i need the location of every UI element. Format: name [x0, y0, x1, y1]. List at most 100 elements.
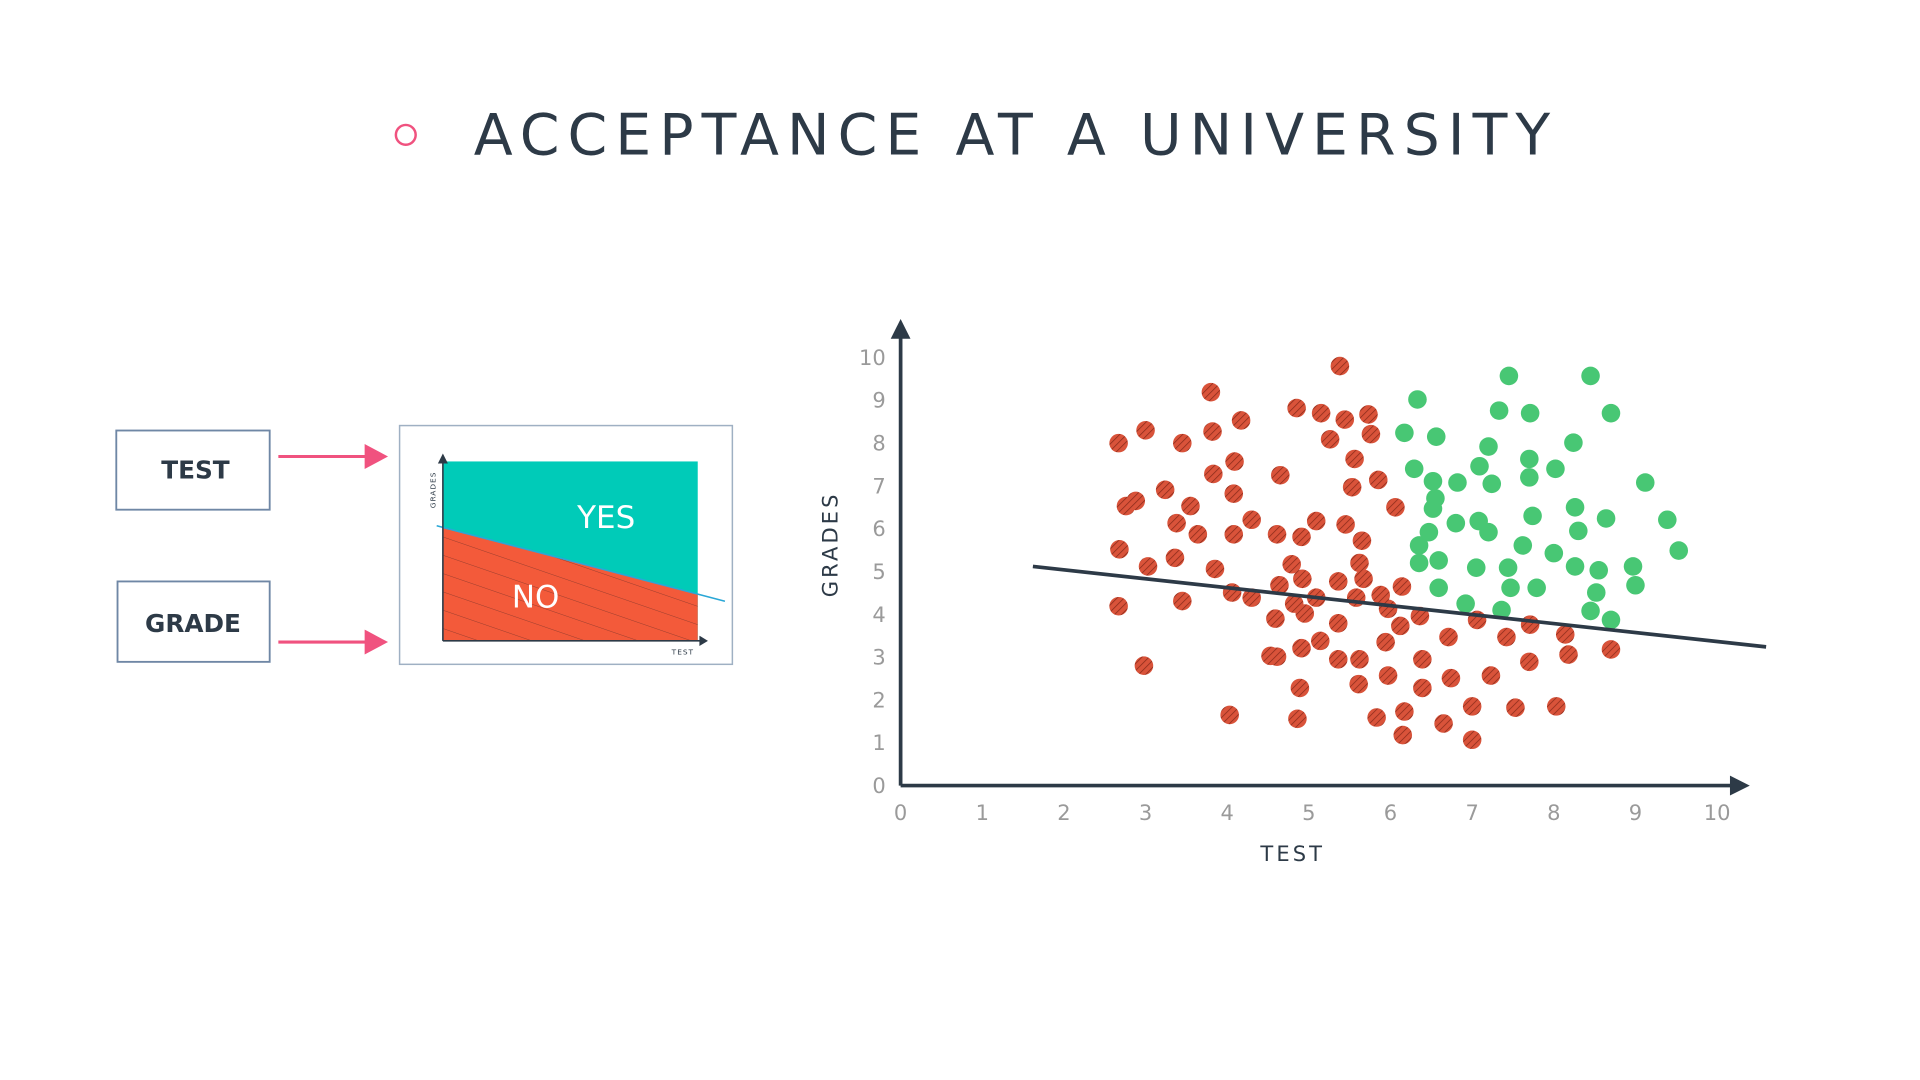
data-point	[1378, 599, 1398, 619]
data-point	[1410, 606, 1430, 626]
data-point	[1138, 557, 1158, 576]
data-point	[1205, 559, 1225, 579]
data-point	[1220, 705, 1239, 725]
data-point	[1559, 645, 1578, 664]
slide-title: ACCEPTANCE AT A UNIVERSITY	[474, 103, 1558, 169]
data-point	[1499, 366, 1519, 386]
data-point	[1181, 496, 1200, 516]
data-point	[1581, 601, 1600, 621]
data-point	[1386, 498, 1405, 517]
data-point	[1429, 551, 1448, 570]
data-point	[1658, 510, 1677, 530]
data-point	[1466, 558, 1486, 577]
title-bullet	[394, 123, 417, 146]
data-point	[1350, 553, 1369, 573]
data-point	[1328, 572, 1348, 591]
data-point	[1311, 403, 1331, 423]
y-axis-title: GRADES	[818, 491, 843, 597]
data-point	[1520, 615, 1540, 634]
data-point	[1413, 678, 1432, 698]
data-point	[1320, 430, 1340, 449]
data-point	[1462, 697, 1482, 716]
data-point	[1110, 540, 1129, 559]
yes-label: YES	[576, 500, 635, 536]
data-point	[1409, 536, 1429, 555]
data-point	[1136, 421, 1155, 440]
data-point	[1513, 536, 1533, 555]
arrows	[278, 444, 389, 655]
data-point	[1109, 596, 1128, 616]
x-tick-label: 7	[1465, 800, 1478, 825]
data-point	[1589, 560, 1608, 580]
data-point	[1479, 522, 1498, 542]
mini-y-label: GRADES	[428, 472, 437, 509]
data-point	[1489, 401, 1509, 420]
data-point	[1287, 398, 1306, 418]
no-region	[442, 528, 698, 641]
data-point	[1306, 511, 1326, 531]
data-point	[1155, 480, 1175, 500]
data-point	[1361, 424, 1381, 444]
x-tick-label: 1	[976, 800, 989, 825]
data-point	[1482, 474, 1502, 494]
input-label: TEST	[161, 456, 230, 485]
data-point	[1470, 456, 1489, 476]
data-point	[1342, 477, 1362, 497]
data-point	[1328, 650, 1348, 669]
data-point	[1520, 403, 1540, 423]
data-point	[1242, 588, 1261, 607]
input-box	[116, 580, 271, 663]
data-point	[1635, 473, 1655, 492]
y-tick-label: 10	[859, 345, 886, 370]
y-tick-label: 7	[872, 473, 885, 498]
data-point	[1601, 403, 1621, 423]
x-tick-label: 9	[1629, 800, 1642, 825]
data-point	[1413, 650, 1432, 669]
data-point	[1395, 423, 1414, 443]
y-tick-label: 1	[872, 730, 885, 755]
input-box	[115, 429, 271, 511]
y-tick-label: 4	[872, 602, 885, 627]
no-label: NO	[512, 579, 559, 615]
data-point	[1546, 459, 1565, 479]
data-point	[1109, 433, 1128, 453]
data-point	[1242, 510, 1261, 530]
data-point	[1564, 433, 1583, 452]
data-point	[1267, 647, 1287, 667]
data-point	[1376, 632, 1395, 652]
data-point	[1501, 578, 1520, 598]
mini-boundary	[436, 525, 726, 602]
data-point	[1165, 548, 1185, 568]
data-point	[1456, 594, 1475, 613]
data-point	[1225, 452, 1244, 471]
data-point	[1349, 674, 1368, 694]
data-point	[1352, 531, 1372, 551]
data-point	[1270, 575, 1289, 595]
y-tick-label: 2	[872, 687, 885, 712]
data-point	[1523, 506, 1542, 526]
data-point	[1479, 437, 1498, 456]
data-point	[1492, 600, 1511, 620]
data-point	[1434, 714, 1453, 733]
y-tick-label: 9	[872, 388, 885, 413]
data-point	[1626, 575, 1645, 595]
data-point	[1520, 468, 1539, 487]
data-point	[1359, 405, 1378, 424]
y-tick-label: 6	[872, 516, 885, 541]
x-tick-label: 2	[1057, 800, 1070, 825]
data-point	[1267, 525, 1287, 544]
data-point	[1669, 541, 1689, 560]
data-point	[1330, 356, 1350, 376]
data-point	[1288, 709, 1307, 729]
data-point	[1569, 521, 1588, 541]
data-point	[1290, 678, 1310, 698]
data-point	[1448, 473, 1467, 492]
data-point	[1293, 569, 1312, 589]
x-axis-arrow	[1729, 775, 1750, 796]
y-tick-label: 0	[872, 773, 885, 798]
data-point	[1555, 625, 1575, 644]
data-point	[1565, 498, 1585, 517]
data-point	[1336, 515, 1355, 534]
y-axis-arrow	[890, 319, 911, 339]
data-point	[1546, 697, 1566, 716]
